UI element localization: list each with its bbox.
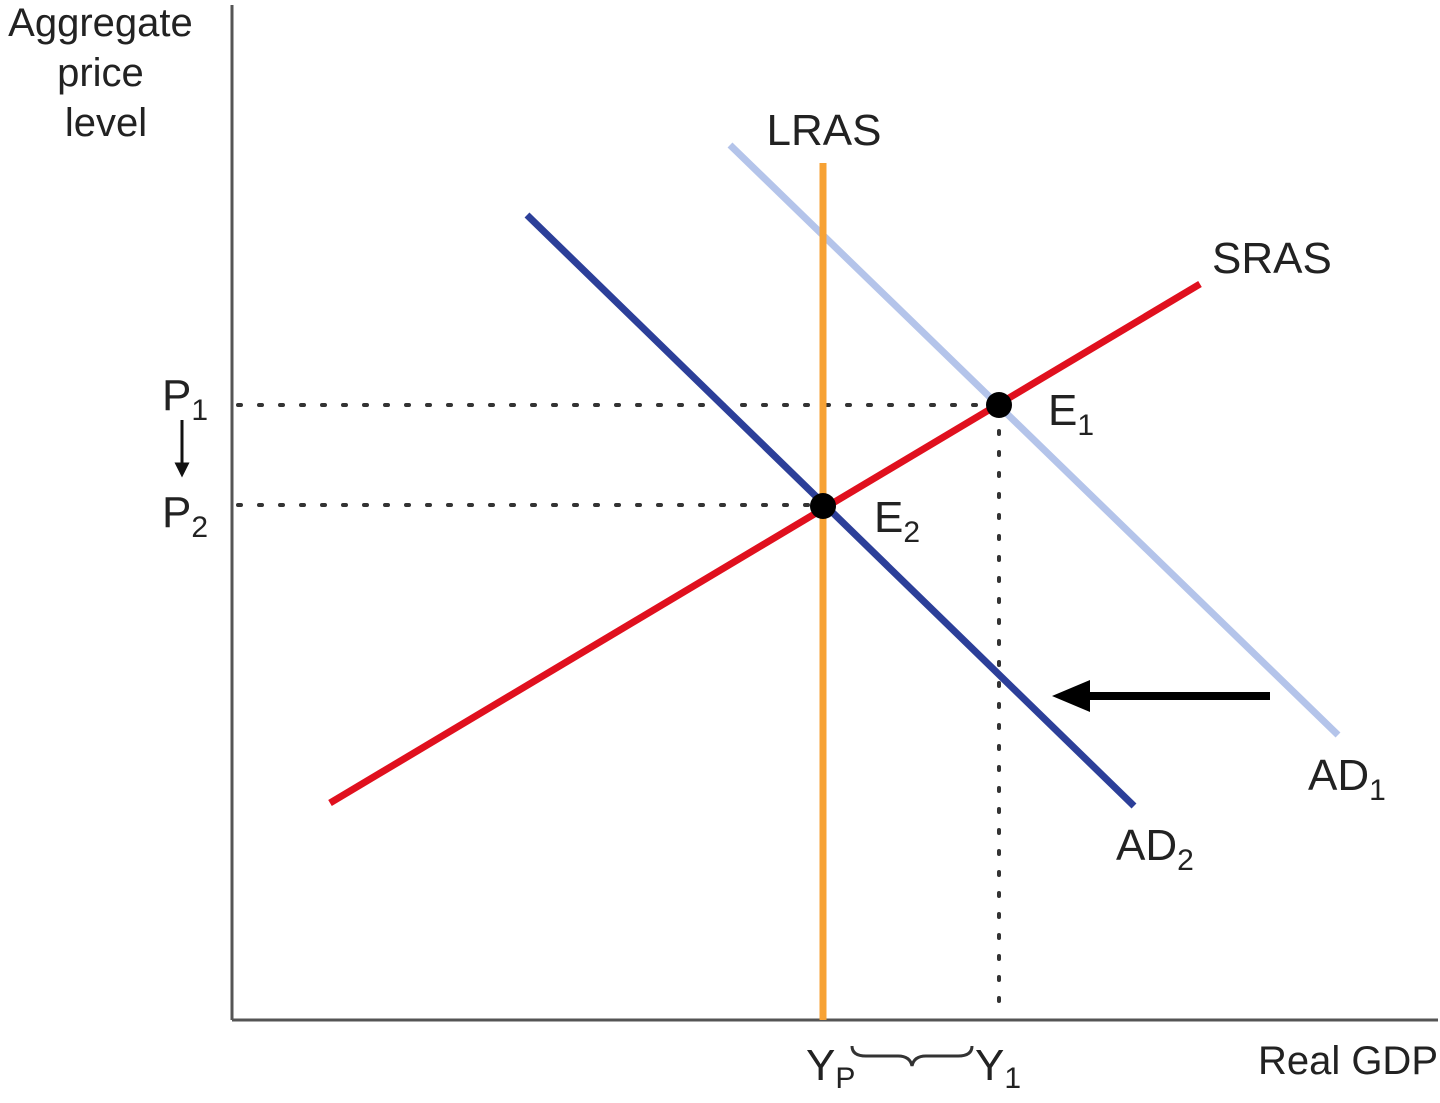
p1-label-sub: 1: [191, 394, 208, 427]
sras-curve: [328, 280, 1202, 807]
y1-label-main: Y: [975, 1041, 1004, 1090]
e2-label-main: E: [874, 493, 903, 542]
ad1-label-sub: 1: [1369, 774, 1386, 807]
e1-label-sub: 1: [1077, 409, 1094, 442]
output-gap-brace: [850, 1045, 974, 1067]
yp-label-main: Y: [806, 1041, 835, 1090]
y1-label-sub: 1: [1004, 1062, 1021, 1095]
ad2-label-main: AD: [1116, 821, 1177, 870]
ad1-label: AD1: [1308, 751, 1386, 807]
e2-label-sub: 2: [903, 516, 920, 549]
p1-label: P1: [162, 371, 208, 427]
y-axis-title: Aggregate price level: [8, 1, 204, 145]
e1-label-main: E: [1048, 386, 1077, 435]
y1-label: Y1: [975, 1041, 1021, 1095]
p2-label-sub: 2: [191, 511, 208, 544]
e1-label: E1: [1048, 386, 1094, 442]
p2-label: P2: [162, 488, 208, 544]
ad2-label: AD2: [1116, 821, 1194, 877]
e2-label: E2: [874, 493, 920, 549]
ad1-label-main: AD: [1308, 751, 1369, 800]
lras-label: LRAS: [767, 106, 882, 155]
yp-label-sub: P: [835, 1062, 855, 1095]
p1-label-main: P: [162, 371, 191, 420]
e1-point: [986, 392, 1012, 418]
ad1-curve: [727, 142, 1341, 738]
ad2-label-sub: 2: [1177, 844, 1194, 877]
y-axis-title-line-3: level: [65, 101, 147, 145]
y-axis-title-line-2: price: [57, 51, 144, 95]
x-axis-title: Real GDP: [1258, 1039, 1438, 1083]
yp-label: YP: [806, 1041, 855, 1095]
ad-shift-arrow-head: [1052, 680, 1090, 712]
y-axis-title-line-1: Aggregate: [8, 1, 193, 45]
sras-label: SRAS: [1212, 234, 1332, 283]
e2-point: [810, 493, 836, 519]
p2-label-main: P: [162, 488, 191, 537]
